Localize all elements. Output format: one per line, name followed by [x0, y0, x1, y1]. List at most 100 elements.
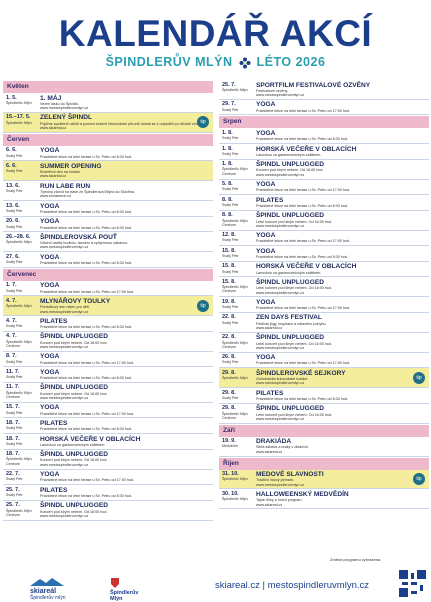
event-place: Svatý Petr [6, 169, 23, 174]
event-date-cell: 29. 8. Svatý Petr [222, 390, 256, 402]
event-desc: Pravidelné lekce na letní terase u Sv. P… [256, 108, 351, 113]
event-date-cell: 29. 7. Svatý Petr [222, 101, 256, 113]
event: 19. 9. Medvědín DRAKIÁDA Slétá zábava a dra… [219, 437, 429, 457]
event: 22. 8. Špindlerův Mlýn Centrum ŠPINDL UNPL… [219, 333, 429, 353]
event-body: ŠPINDL UNPLUGGED Koncert pod širým nebem.… [40, 451, 210, 467]
event-date-cell: 20. 6. Svatý Petr [6, 218, 40, 230]
event-url: www.mestospindleruvmlyn.cz [256, 381, 305, 386]
event-desc: Ochutnávka krkonošské tradice. [256, 377, 309, 382]
event-title: YOGA [256, 247, 276, 255]
event-desc: Pravidelné lekce na letní terase u Sv. P… [40, 478, 135, 483]
event-title: ŠPINDL UNPLUGGED [256, 212, 325, 220]
event-place: Svatý Petr [222, 254, 239, 259]
month-header: Září [219, 424, 429, 437]
event-desc: Lanovkou za gastronomickým zážitkem. [256, 152, 322, 157]
event-date-cell: 29. 8. Špindlerův Mlýn [222, 370, 256, 386]
event-body: YOGA Pravidelné lekce na letní terase u S… [256, 181, 426, 193]
event: 18. 7. Svatý Petr HORSKÁ VEČEŘE V OBLACÍCH… [3, 434, 213, 450]
event-title: ŠPINDLEROVSKÁ POUŤ [40, 233, 117, 241]
event-place: Svatý Petr [6, 410, 23, 415]
event-title: YOGA [40, 218, 60, 226]
event-date-cell: 25. 7. Špindlerův Mlýn [222, 82, 256, 98]
month-header: Srpen [219, 116, 429, 129]
event-title: ŠPINDL UNPLUGGED [40, 333, 109, 341]
event-title: HORSKÁ VEČEŘE V OBLACÍCH [40, 435, 141, 443]
event-date-cell: 11. 7. Svatý Petr [6, 369, 40, 381]
event-url: www.skiareal.cz [256, 502, 283, 507]
event-title: YOGA [40, 471, 60, 479]
flower-icon [239, 57, 251, 69]
event-desc: Pravidelné lekce na letní terase u Sv. P… [256, 203, 348, 208]
event-date-cell: 12. 8. Svatý Petr [222, 232, 256, 244]
event: 15. 7. Svatý Petr YOGA Pravidelné lekce na … [3, 403, 213, 419]
event-date: 26.–28. 6. [6, 233, 31, 240]
tip-badge: tip [197, 116, 209, 129]
event-body: ŠPINDL UNPLUGGED Letní koncert pod širým … [256, 212, 426, 228]
event-date-cell: 6. 6. Svatý Petr [6, 163, 40, 179]
event: 31. 10. Špindlerův Mlýn MEDOVÉ SLAVNOSTI Tr… [219, 469, 429, 490]
event-place: Svatý Petr [6, 208, 23, 213]
event: 11. 7. Svatý Petr YOGA Pravidelné lekce na … [3, 367, 213, 383]
event: 5. 8. Svatý Petr YOGA Pravidelné lekce na l… [219, 180, 429, 196]
event-place: Svatý Petr [6, 224, 23, 229]
event-date: 6. 6. [6, 162, 17, 169]
event-date-cell: 13. 6. Svatý Petr [6, 203, 40, 215]
event: 1. 7. Svatý Petr YOGA Pravidelné lekce na l… [3, 281, 213, 297]
event: 15. 8. Špindlerův Mlýn Centrum ŠPINDL UNPL… [219, 277, 429, 298]
event-title: HORSKÁ VEČEŘE V OBLACÍCH [256, 145, 357, 153]
event-date: 1. 5. [6, 94, 17, 101]
event-place: Svatý Petr [222, 136, 239, 141]
event-body: YOGA Pravidelné lekce na letní terase u S… [256, 130, 426, 142]
event: 25. 7. Špindlerův Mlýn SPORTFILM FESTIVALO… [219, 80, 429, 100]
event-date-cell: 27. 6. Svatý Petr [6, 254, 40, 266]
event-date: 20. 6. [6, 218, 20, 225]
event-place: Špindlerův Mlýn [6, 304, 32, 309]
event-desc: Víkend nabitý hudbou, tancem a zpříjemno… [40, 241, 129, 246]
event-place: Špindlerův Mlýn Centrum [222, 340, 248, 349]
subtitle: ŠPINDLERŮV MLÝN LÉTO 2026 [0, 55, 431, 69]
event-title: SPORTFILM FESTIVALOVÉ OZVĚNY [256, 81, 371, 89]
event-date: 29. 7. [222, 101, 236, 108]
event-title: ŠPINDLEROVSKÉ SEJKORY [256, 369, 346, 377]
event-desc: Koncert pod širým nebem. Od 16:00 hod. [40, 458, 108, 463]
logo-mesto: Špindlerův Mlýn [110, 578, 138, 602]
event-desc: Pravidelné lekce na letní terase u Sv. P… [40, 493, 132, 498]
event: 26. 8. Svatý Petr YOGA Pravidelné lekce na … [219, 353, 429, 369]
event-place: Svatý Petr [222, 107, 239, 112]
event-place: Svatý Petr [6, 375, 23, 380]
event-url: www.mestospindleruvmlyn.cz [256, 93, 305, 98]
event-place: Špindlerův Mlýn Centrum [6, 339, 32, 348]
event-date: 22. 8. [222, 314, 236, 321]
event-title: SUMMER OPENING [40, 162, 102, 170]
event-date-cell: 15. 8. Špindlerův Mlýn Centrum [222, 279, 256, 295]
month-header: Červen [3, 133, 213, 146]
event-body: HORSKÁ VEČEŘE V OBLACÍCH Lanovkou za gast… [256, 146, 426, 158]
event-place: Svatý Petr [6, 153, 23, 158]
event-title: HALLOWEENSKÝ MEDVĚDÍN [256, 490, 349, 498]
event-desc: Pravidelné lekce na letní terase u Sv. P… [40, 261, 132, 266]
event-title: YOGA [40, 202, 60, 210]
event-date-cell: 4. 7. Špindlerův Mlýn Centrum [6, 333, 40, 349]
event-body: ZELENÝ ŠPINDL Pojďme společně uklidit a p… [40, 114, 210, 130]
event-title: ŠPINDL UNPLUGGED [256, 278, 325, 286]
event: 8. 8. Špindlerův Mlýn Centrum ŠPINDL UNPLU… [219, 211, 429, 231]
event-body: RUN LABE RUN Týmový závod na trase ze Špi… [40, 183, 210, 199]
event-title: YOGA [40, 282, 60, 290]
event-date: 31. 10. [222, 471, 239, 478]
event: 25. 7. Špindlerův Mlýn Centrum ŠPINDL UNPL… [3, 501, 213, 521]
event-place: Špindlerův Mlýn Centrum [222, 167, 248, 176]
event-desc: Rozběhni den na horách. [40, 170, 82, 175]
event-desc: Letní koncert pod širým nebem. Od 16:00 … [256, 286, 333, 291]
event-date: 30. 10. [222, 490, 239, 497]
event-title: YOGA [40, 353, 60, 361]
event-body: YOGA Pravidelné lekce na letní terase u S… [40, 404, 210, 416]
event-body: YOGA Pravidelné lekce na letní terase u S… [256, 248, 426, 260]
event-body: PILATES Pravidelné lekce na letní terase … [40, 420, 210, 432]
event-title: PILATES [40, 317, 68, 325]
event-desc: Tajné dílny a noční program. [256, 498, 303, 503]
event-date: 6. 6. [6, 147, 17, 154]
event-date-cell: 4. 7. Špindlerův Mlýn [6, 298, 40, 314]
event: 19. 8. Svatý Petr YOGA Pravidelné lekce na … [219, 297, 429, 313]
event-date: 13. 6. [6, 202, 20, 209]
event: 1. 8. Špindlerův Mlýn Centrum ŠPINDL UNPLU… [219, 160, 429, 180]
